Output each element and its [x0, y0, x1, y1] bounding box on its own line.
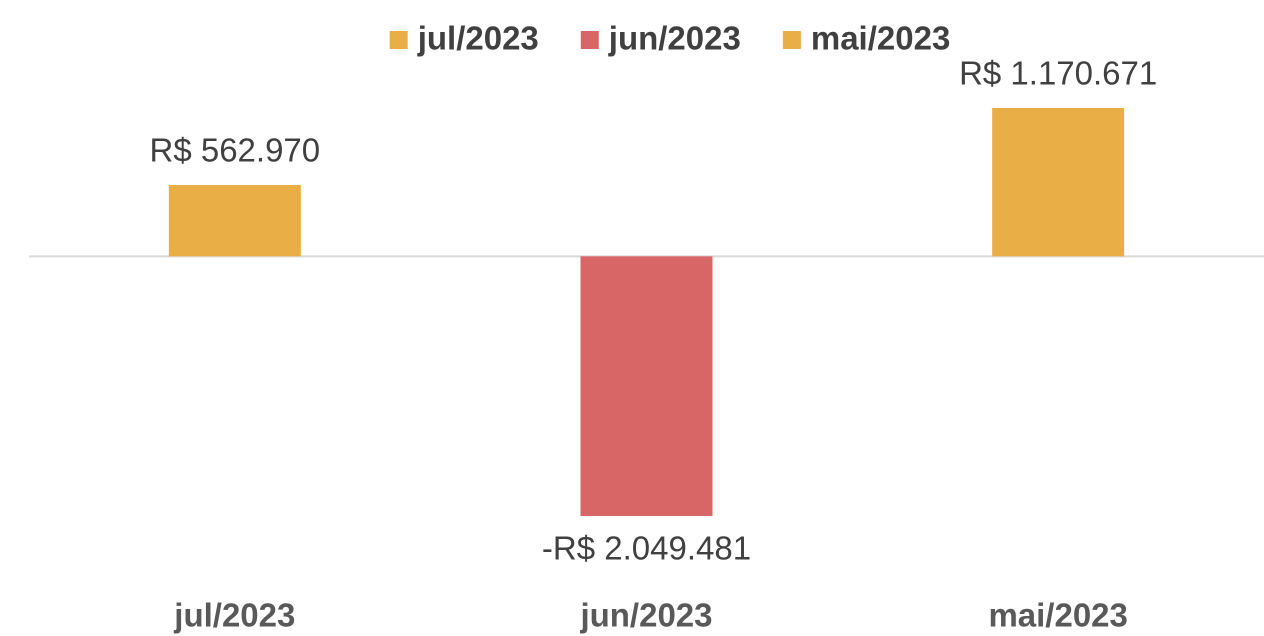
bar [992, 108, 1125, 257]
legend-label: mai/2023 [811, 20, 950, 57]
legend: jul/2023 jun/2023 mai/2023 [389, 20, 950, 57]
x-tick-label: jul/2023 [173, 597, 295, 634]
data-label: R$ 1.170.671 [959, 55, 1157, 92]
legend-label: jun/2023 [608, 20, 741, 57]
bar [580, 256, 713, 516]
legend-swatch [389, 31, 408, 49]
bar [168, 184, 301, 257]
x-tick-label: jun/2023 [579, 597, 712, 634]
legend-label: jul/2023 [417, 20, 539, 57]
x-tick-label: mai/2023 [988, 597, 1127, 634]
legend-swatch [580, 31, 599, 49]
legend-swatch [782, 31, 801, 49]
data-label: R$ 562.970 [150, 132, 321, 169]
data-label: -R$ 2.049.481 [542, 530, 751, 567]
